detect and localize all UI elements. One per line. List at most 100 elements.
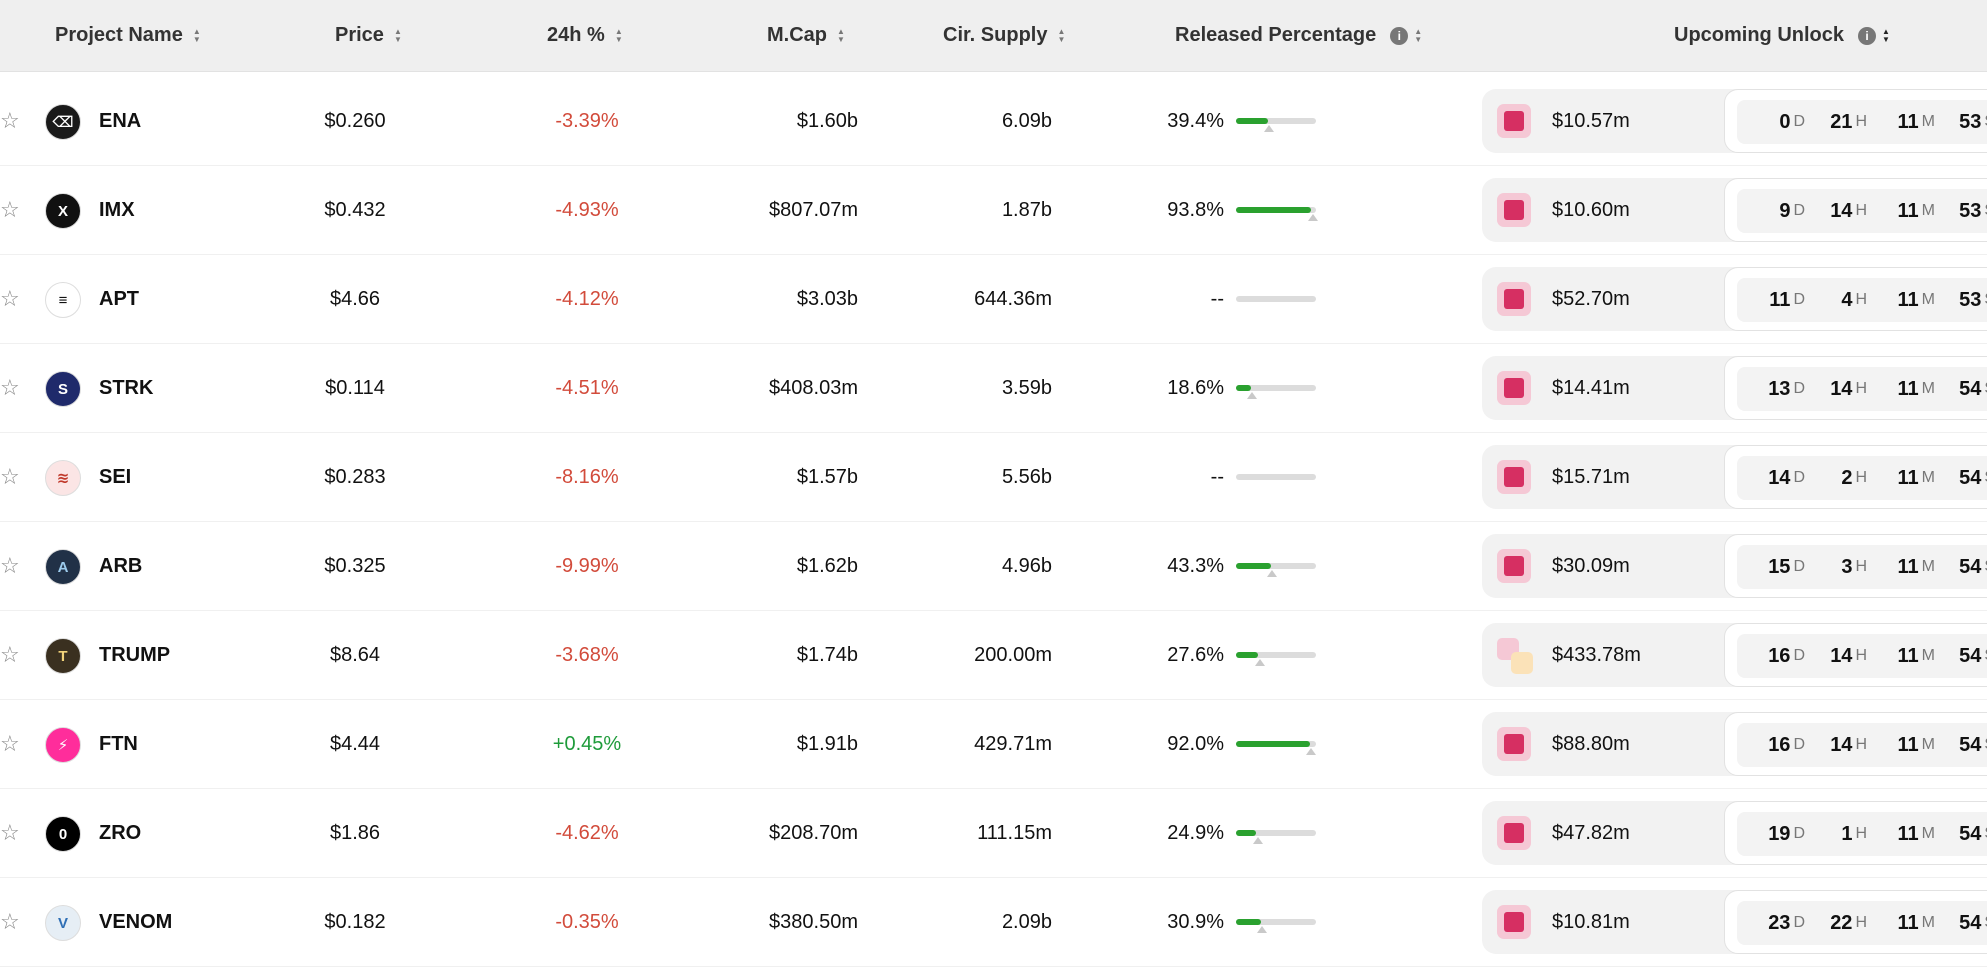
table-row[interactable]: ☆ S STRK $0.114 -4.51% $408.03m 3.59b 18.6% $14.… [0, 344, 1987, 433]
released-progress-fill [1236, 830, 1256, 836]
token-price: $0.325 [324, 554, 386, 577]
token-price: $1.86 [329, 821, 381, 844]
favorite-star-icon[interactable]: ☆ [0, 197, 20, 222]
countdown-value: 54 [1959, 644, 1982, 667]
token-symbol[interactable]: VENOM [99, 910, 173, 933]
column-header-project[interactable]: Project Name ▲ ▼ [55, 0, 201, 71]
favorite-star-icon[interactable]: ☆ [0, 820, 20, 845]
token-symbol[interactable]: STRK [99, 376, 154, 399]
favorite-star-icon[interactable]: ☆ [0, 375, 20, 400]
released-percentage: 30.9% [1167, 910, 1224, 933]
token-logo-icon: A [45, 549, 81, 585]
token-symbol[interactable]: ENA [99, 109, 142, 132]
unlock-value: $10.81m [1552, 910, 1630, 933]
favorite-star-icon[interactable]: ☆ [0, 642, 20, 667]
table-row[interactable]: ☆ X IMX $0.432 -4.93% $807.07m 1.87b 93.8% $10.6… [0, 166, 1987, 255]
countdown-unit: H [1855, 825, 1867, 842]
countdown-s: 54S [1935, 634, 1987, 678]
favorite-star-icon[interactable]: ☆ [0, 464, 20, 489]
released-progress-fill [1236, 207, 1312, 213]
column-header-24h[interactable]: 24h % ▲ ▼ [547, 0, 623, 71]
countdown-m: 11 M [1867, 367, 1935, 411]
market-cap: $380.50m [769, 910, 858, 933]
countdown-unit: S [1984, 558, 1987, 576]
countdown-unit: S [1984, 825, 1987, 843]
favorite-star-icon[interactable]: ☆ [0, 731, 20, 756]
table-row[interactable]: ☆ V VENOM $0.182 -0.35% $380.50m 2.09b 30.9% $10… [0, 878, 1987, 967]
sort-icon[interactable]: ▲ ▼ [192, 26, 201, 44]
column-label: 24h % [547, 24, 605, 46]
countdown-value: 11 [1897, 644, 1919, 667]
upcoming-unlock-card[interactable]: $47.82m23.13%19D1H11M54S [1482, 801, 1987, 865]
change-24h: -3.39% [555, 109, 619, 132]
sort-icon[interactable]: ▲ ▼ [837, 26, 845, 44]
sort-icon[interactable]: ▲ ▼ [614, 26, 623, 44]
token-price: $8.64 [329, 643, 381, 666]
countdown-value: 11 [1897, 733, 1919, 756]
upcoming-unlock-card[interactable]: $433.78m25.10%16D14H11M54S [1482, 623, 1987, 687]
favorite-star-icon[interactable]: ☆ [0, 108, 20, 133]
column-header-mcap[interactable]: M.Cap ▲ ▼ [767, 0, 845, 71]
sort-icon[interactable]: ▲ ▼ [1057, 26, 1066, 44]
countdown-d: 16 D [1737, 723, 1805, 767]
circulating-supply: 111.15m [977, 821, 1052, 844]
countdown-h: 14 H [1805, 367, 1867, 411]
market-cap: $1.74b [796, 643, 858, 666]
table-row[interactable]: ☆≋SEI$0.283-8.16%$1.57b5.56b--$15.71m1.0… [0, 433, 1987, 522]
progress-marker-icon [1247, 392, 1258, 399]
column-header-circ-supply[interactable]: Cir. Supply ▲ ▼ [943, 0, 1065, 71]
token-symbol[interactable]: ZRO [99, 821, 142, 844]
favorite-star-icon[interactable]: ☆ [0, 553, 20, 578]
token-symbol[interactable]: SEI [99, 465, 132, 488]
countdown-d: 16 D [1737, 634, 1805, 678]
info-icon[interactable]: i [1390, 26, 1409, 45]
favorite-star-icon[interactable]: ☆ [0, 909, 20, 934]
upcoming-unlock-card[interactable]: $14.41m3.53%13D14H11M54S [1482, 356, 1987, 420]
token-symbol[interactable]: IMX [99, 198, 135, 221]
countdown-unit: S [1984, 469, 1987, 487]
circulating-supply: 644.36m [974, 287, 1052, 310]
column-header-released[interactable]: Released Percentage i ▲ ▼ [1175, 0, 1422, 71]
countdown-unit: M [1921, 113, 1935, 130]
table-row[interactable]: ☆≡APT$4.66-4.12%$3.03b644.36m--$52.70m1.… [0, 255, 1987, 344]
unlock-type-icon [1497, 638, 1533, 674]
favorite-star-icon[interactable]: ☆ [0, 286, 20, 311]
countdown-unit: M [1921, 202, 1935, 219]
countdown-unit: H [1855, 558, 1867, 575]
circulating-supply: 4.96b [1001, 554, 1052, 577]
upcoming-unlock-card[interactable]: $10.60m1.31%9D14H11M53S [1482, 178, 1987, 242]
countdown-m: 11 M [1867, 901, 1935, 945]
countdown-value: 11 [1769, 288, 1791, 311]
sort-icon[interactable]: ▲ ▼ [393, 26, 402, 44]
released-progress-fill [1236, 118, 1268, 124]
upcoming-unlock-card[interactable]: $88.80m4.65%16D14H11M54S [1482, 712, 1987, 776]
token-symbol[interactable]: FTN [99, 732, 138, 755]
countdown-m: 11 M [1867, 545, 1935, 589]
countdown-value: 54 [1959, 466, 1982, 489]
token-logo-icon: ⌫ [45, 104, 81, 140]
info-icon[interactable]: i [1858, 26, 1877, 45]
sort-icon[interactable]: ▲ ▼ [1882, 26, 1890, 44]
countdown-unit: S [1984, 113, 1987, 131]
progress-marker-icon [1306, 748, 1317, 755]
table-row[interactable]: ☆ ⚡ FTN $4.44 +0.45% $1.91b 429.71m 92.0% $88.80… [0, 700, 1987, 789]
token-symbol[interactable]: ARB [99, 554, 143, 577]
table-row[interactable]: ☆ ⌫ ENA $0.260 -3.39% $1.60b 6.09b 39.4% $10.57m… [0, 77, 1987, 166]
column-header-price[interactable]: Price ▲ ▼ [335, 0, 402, 71]
token-symbol[interactable]: APT [99, 287, 139, 310]
table-row[interactable]: ☆ T TRUMP $8.64 -3.68% $1.74b 200.00m 27.6% $433… [0, 611, 1987, 700]
sort-icon[interactable]: ▲ ▼ [1414, 26, 1423, 44]
token-symbol[interactable]: TRUMP [99, 643, 171, 666]
change-24h: -8.16% [555, 465, 619, 488]
table-row[interactable]: ☆ A ARB $0.325 -9.99% $1.62b 4.96b 43.3% $30.09m… [0, 522, 1987, 611]
table-row[interactable]: ☆ 0 ZRO $1.86 -4.62% $208.70m 111.15m 24.9% $47.… [0, 789, 1987, 878]
countdown-unit: H [1855, 647, 1867, 664]
column-header-upcoming-unlock[interactable]: Upcoming Unlock i ▲ ▼ [1674, 0, 1890, 71]
